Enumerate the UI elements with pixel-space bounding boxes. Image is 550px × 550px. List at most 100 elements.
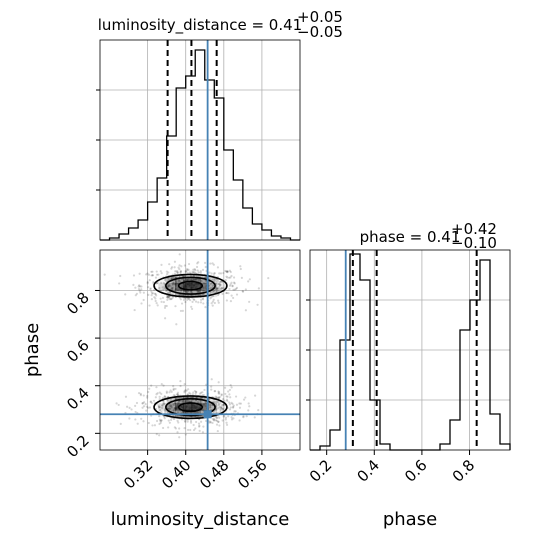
sample-point xyxy=(161,396,165,400)
sample-point xyxy=(226,270,229,273)
sample-point xyxy=(218,285,221,288)
sample-point xyxy=(224,392,227,396)
sample-point xyxy=(124,293,127,296)
sample-point xyxy=(154,293,157,296)
sample-point xyxy=(232,296,235,300)
sample-point xyxy=(176,271,179,274)
sample-point xyxy=(170,405,173,408)
sample-point xyxy=(166,298,169,301)
sample-point xyxy=(156,281,159,284)
sample-point xyxy=(146,281,149,284)
sample-point xyxy=(209,297,212,300)
sample-point xyxy=(212,263,215,266)
sample-point xyxy=(230,418,234,421)
sample-point xyxy=(198,392,202,395)
sample-point xyxy=(212,298,215,301)
title-phase-sub: −0.10 xyxy=(451,234,497,252)
sample-point xyxy=(200,280,203,283)
sample-point xyxy=(203,388,206,392)
sample-point xyxy=(175,270,178,273)
sample-point xyxy=(148,279,151,282)
sample-point xyxy=(168,298,171,301)
sample-point xyxy=(167,284,170,287)
sample-point xyxy=(172,394,175,397)
sample-point xyxy=(164,278,167,281)
sample-point xyxy=(226,271,229,274)
sample-point xyxy=(196,291,199,294)
sample-point xyxy=(172,281,175,284)
sample-point xyxy=(138,272,141,275)
sample-point xyxy=(182,298,186,302)
sample-point xyxy=(170,277,173,280)
sample-point xyxy=(179,269,183,273)
sample-point xyxy=(178,436,181,439)
sample-point xyxy=(235,293,239,296)
sample-point xyxy=(215,287,218,290)
title-phase: phase = 0.41 xyxy=(360,228,461,246)
sample-point xyxy=(148,406,152,409)
sample-point xyxy=(209,405,212,409)
sample-point xyxy=(147,286,150,289)
sample-point xyxy=(211,284,215,287)
sample-point xyxy=(160,411,163,414)
sample-point xyxy=(171,282,174,285)
luminosity-distance-histogram-panel xyxy=(96,39,301,241)
sample-point xyxy=(179,384,182,388)
sample-point xyxy=(267,276,270,280)
sample-point xyxy=(174,305,177,308)
sample-point xyxy=(184,300,187,304)
sample-point xyxy=(149,400,153,403)
sample-point xyxy=(172,385,175,388)
sample-point xyxy=(202,425,205,428)
sample-point xyxy=(247,402,250,405)
y-tick-label: 0.4 xyxy=(63,384,93,414)
sample-point xyxy=(232,281,236,284)
sample-point xyxy=(172,408,175,412)
sample-point xyxy=(188,271,192,274)
sample-point xyxy=(150,294,153,297)
density-cell xyxy=(200,276,209,284)
sample-point xyxy=(177,279,180,283)
sample-point xyxy=(124,395,128,398)
sample-point xyxy=(159,419,162,423)
sample-point xyxy=(218,282,221,285)
sample-point xyxy=(170,406,174,409)
sample-point xyxy=(170,267,173,270)
sample-point xyxy=(220,394,223,397)
sample-point xyxy=(166,399,169,402)
sample-point xyxy=(162,400,165,403)
y-tick-label: 0.6 xyxy=(63,336,93,366)
sample-point xyxy=(137,285,140,288)
sample-point xyxy=(218,405,221,409)
sample-point xyxy=(165,391,168,395)
sample-point xyxy=(176,271,179,274)
sample-point xyxy=(225,275,228,278)
sample-point xyxy=(151,270,154,273)
sample-point xyxy=(173,403,176,407)
sample-point xyxy=(173,417,176,420)
sample-point xyxy=(167,407,170,411)
histogram-step-line xyxy=(100,49,300,241)
sample-point xyxy=(164,409,167,412)
sample-point xyxy=(166,296,169,299)
sample-point xyxy=(218,392,221,395)
sample-point xyxy=(192,423,195,427)
density-cell xyxy=(208,403,218,411)
sample-point xyxy=(194,391,198,394)
sample-point xyxy=(183,297,187,300)
density-cell xyxy=(208,290,218,298)
sample-point xyxy=(179,271,182,274)
sample-point xyxy=(228,276,231,279)
sample-point xyxy=(248,278,251,281)
sample-point xyxy=(215,400,219,404)
sample-point xyxy=(179,270,183,273)
contour-line xyxy=(153,273,228,298)
sample-point xyxy=(253,416,256,419)
sample-point xyxy=(163,395,166,398)
sample-point xyxy=(171,287,174,291)
sample-point xyxy=(244,288,247,291)
sample-point xyxy=(183,290,186,293)
sample-point xyxy=(215,290,219,293)
sample-point xyxy=(185,400,189,403)
sample-point xyxy=(152,399,156,402)
